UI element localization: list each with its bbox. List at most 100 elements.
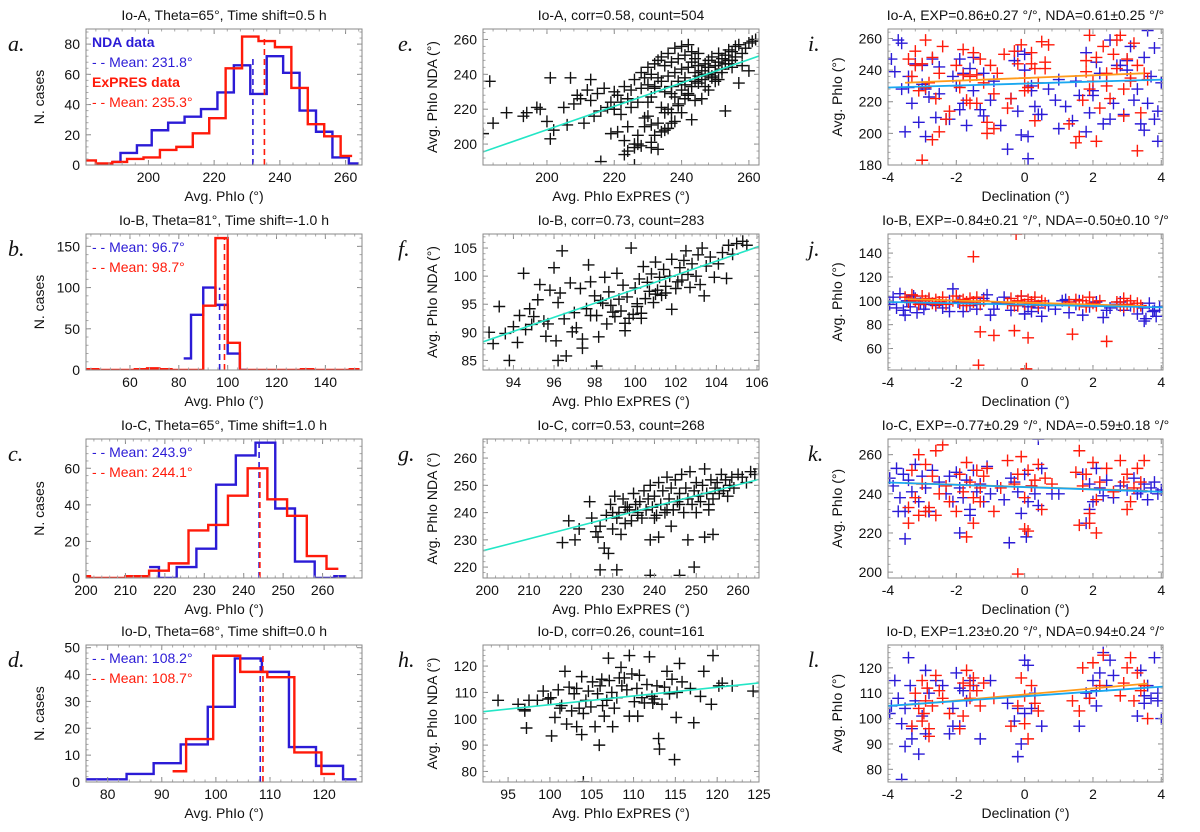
point-nda xyxy=(1148,476,1161,489)
point-expres xyxy=(957,485,970,498)
scatter-point xyxy=(586,675,599,688)
scatter-point xyxy=(513,309,526,322)
point-expres xyxy=(1093,102,1106,115)
point-expres xyxy=(1076,661,1089,674)
scatter-point xyxy=(602,285,615,298)
legend-entry: - - Mean: 244.1° xyxy=(92,464,193,480)
point-nda xyxy=(984,309,997,322)
x-tick-label: 2 xyxy=(1089,374,1097,390)
point-expres xyxy=(916,154,929,165)
point-nda xyxy=(953,526,966,539)
y-tick-label: 180 xyxy=(859,157,883,173)
point-nda xyxy=(899,740,912,753)
x-tick-label: 200 xyxy=(476,582,500,598)
panel-title: Io-C, Theta=65°, Time shift=1.0 h xyxy=(121,417,327,433)
point-expres xyxy=(1083,517,1096,530)
point-expres xyxy=(950,59,963,72)
histogram-nda xyxy=(86,657,357,781)
point-nda xyxy=(977,109,990,122)
point-expres xyxy=(1028,474,1041,487)
point-expres xyxy=(1018,523,1031,536)
point-nda xyxy=(1018,48,1031,61)
point-nda xyxy=(912,748,925,761)
point-nda xyxy=(1035,720,1048,733)
point-nda xyxy=(899,309,912,322)
scatter-point xyxy=(530,101,543,114)
point-nda xyxy=(1018,707,1031,720)
x-tick-label: 4 xyxy=(1157,786,1165,802)
point-nda xyxy=(960,119,973,132)
scatter-point xyxy=(669,473,682,486)
scatter-point xyxy=(628,159,641,165)
point-nda xyxy=(1151,105,1163,118)
point-expres xyxy=(972,359,985,370)
point-expres xyxy=(916,715,929,728)
scatter-point xyxy=(685,80,698,93)
point-nda xyxy=(984,94,997,107)
scatter-point xyxy=(606,720,619,733)
scatter-point xyxy=(563,681,576,694)
scatter-point xyxy=(690,506,703,519)
scatter-point xyxy=(619,517,632,530)
scatter-point xyxy=(649,256,662,269)
panel-b: Io-B, Theta=81°, Time shift=-1.0 h b. 60 80… xyxy=(8,212,363,409)
point-nda xyxy=(899,125,912,138)
y-axis-label: N. cases xyxy=(31,70,47,124)
point-nda xyxy=(1025,702,1038,715)
scatter-point xyxy=(658,681,671,694)
panel-title: Io-B, Theta=81°, Time shift=-1.0 h xyxy=(119,212,329,228)
scatter-point xyxy=(638,484,650,497)
point-nda xyxy=(1138,124,1151,137)
x-tick-label: 94 xyxy=(506,374,522,390)
scatter-point xyxy=(739,42,752,55)
point-expres xyxy=(981,116,994,129)
scatter-point xyxy=(590,360,603,370)
x-tick-label: 104 xyxy=(705,374,729,390)
scatter-point xyxy=(662,70,675,83)
point-expres xyxy=(953,468,966,481)
point-nda xyxy=(1042,83,1055,96)
scatter-point xyxy=(657,263,670,276)
scatter-point xyxy=(729,50,742,63)
point-nda xyxy=(912,116,925,129)
point-nda xyxy=(1138,315,1151,328)
point-nda xyxy=(950,666,963,679)
point-expres xyxy=(1066,328,1079,341)
point-expres xyxy=(940,113,953,126)
point-nda xyxy=(1100,474,1113,487)
plot-frame xyxy=(482,438,760,579)
panel-title: Io-A, Theta=65°, Time shift=0.5 h xyxy=(121,7,326,23)
y-tick-label: 105 xyxy=(454,240,478,256)
scatter-point xyxy=(635,66,648,79)
y-tick-label: 200 xyxy=(859,564,883,580)
scatter-point xyxy=(690,270,703,283)
scatter-point xyxy=(722,57,735,70)
x-tick-label: -4 xyxy=(882,169,895,185)
point-nda xyxy=(1073,720,1086,733)
scatter-point xyxy=(543,284,556,297)
panel-label: i. xyxy=(808,31,820,56)
scatter-point xyxy=(672,97,685,110)
point-nda xyxy=(1032,439,1045,445)
point-expres xyxy=(921,682,934,695)
point-expres xyxy=(933,684,946,697)
point-expres xyxy=(902,517,915,530)
scatter-point xyxy=(656,484,669,497)
scatter-point xyxy=(666,673,679,686)
y-tick-label: 120 xyxy=(859,660,883,676)
x-tick-label: 100 xyxy=(204,786,228,802)
point-nda xyxy=(1093,666,1106,679)
scatter-point xyxy=(633,272,646,285)
scatter-point xyxy=(672,52,685,65)
point-expres xyxy=(953,81,966,94)
scatter-point xyxy=(573,522,586,535)
point-nda xyxy=(1083,106,1096,119)
plot-area xyxy=(888,646,1163,782)
panel-l: Io-D, EXP=1.23±0.20 °/°, NDA=0.94±0.24 °… xyxy=(808,623,1165,821)
x-axis-label: Avg. PhIo ExPRES (°) xyxy=(552,601,690,617)
x-tick-label: 140 xyxy=(314,374,338,390)
scatter-point xyxy=(678,92,691,105)
scatter-point xyxy=(615,528,627,541)
point-expres xyxy=(902,53,915,66)
scatter-point xyxy=(584,94,597,107)
